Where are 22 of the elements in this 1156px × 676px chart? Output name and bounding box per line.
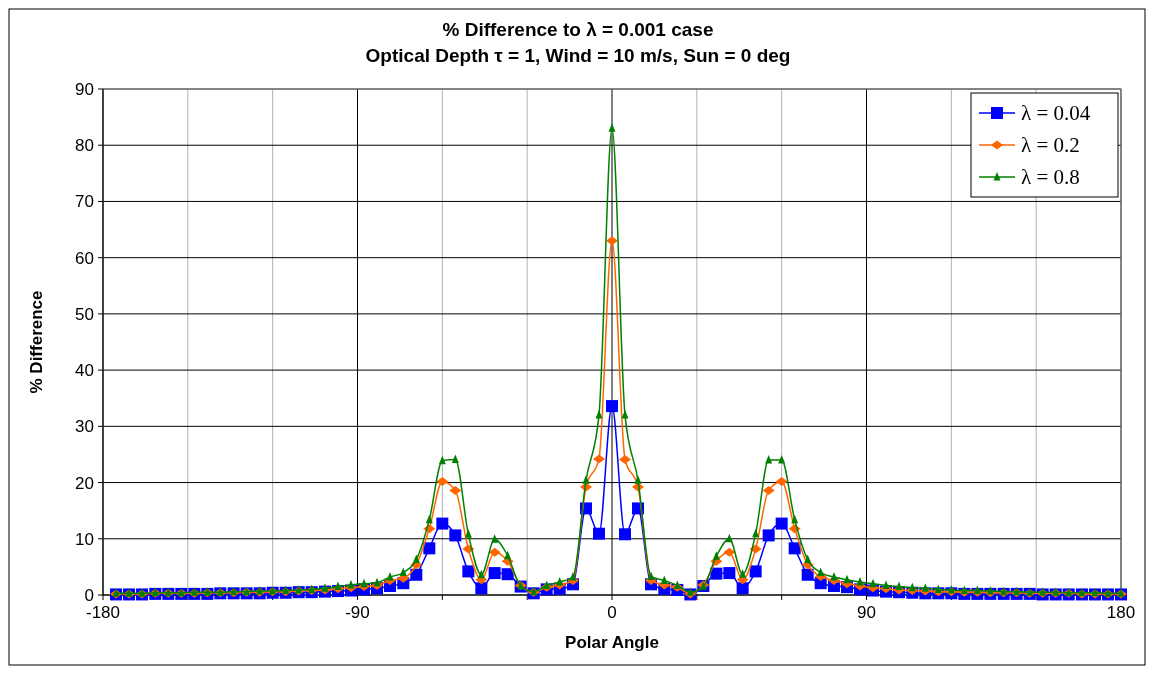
y-tick-label: 60 bbox=[75, 248, 94, 268]
y-tick-label: 90 bbox=[75, 80, 94, 99]
x-axis-title: Polar Angle bbox=[565, 633, 659, 652]
x-tick-label: 180 bbox=[1106, 603, 1136, 622]
y-tick-label: 70 bbox=[75, 192, 94, 212]
x-tick-label: -180 bbox=[85, 603, 121, 622]
x-tick-label: 0 bbox=[607, 603, 617, 622]
y-tick-label: 10 bbox=[75, 529, 94, 549]
legend-label: λ = 0.2 bbox=[1021, 133, 1080, 157]
y-axis-title: % Difference bbox=[27, 290, 46, 394]
y-tick-label: 80 bbox=[75, 136, 94, 156]
x-tick-label: -90 bbox=[345, 603, 370, 622]
x-tick-label: 90 bbox=[857, 603, 876, 622]
y-tick-label: 20 bbox=[75, 473, 94, 493]
y-tick-label: 50 bbox=[75, 304, 94, 324]
legend-label: λ = 0.8 bbox=[1021, 165, 1080, 189]
legend-label: λ = 0.04 bbox=[1021, 101, 1091, 125]
chart-subtitle: Optical Depth τ = 1, Wind = 10 m/s, Sun = 0 deg bbox=[365, 45, 791, 66]
chart-title: % Difference to λ = 0.001 case bbox=[442, 19, 714, 40]
y-tick-label: 0 bbox=[84, 586, 94, 605]
y-tick-label: 40 bbox=[75, 361, 94, 381]
y-tick-label: 30 bbox=[75, 417, 94, 437]
